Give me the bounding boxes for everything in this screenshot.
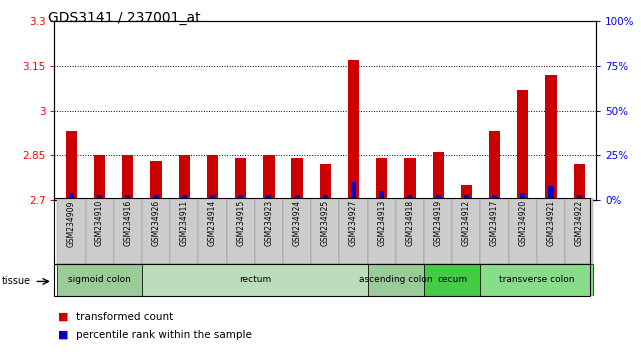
Bar (351, 182, 356, 200)
Bar (113, 198, 142, 264)
Bar (181, 195, 187, 200)
Bar (433, 152, 444, 200)
Bar (379, 191, 384, 200)
Bar (57, 198, 85, 264)
Text: transformed count: transformed count (76, 312, 173, 322)
Bar (142, 198, 170, 264)
Bar (85, 198, 113, 264)
Bar (283, 198, 311, 264)
Text: GSM234911: GSM234911 (179, 200, 188, 246)
Bar (368, 198, 396, 264)
Bar (292, 158, 303, 200)
Bar (254, 198, 283, 264)
Bar (436, 195, 441, 200)
Bar (549, 186, 554, 200)
Bar (267, 195, 271, 200)
Bar (492, 195, 497, 200)
Text: GSM234927: GSM234927 (349, 200, 358, 246)
Text: GSM234917: GSM234917 (490, 200, 499, 246)
Text: GSM234925: GSM234925 (320, 200, 330, 246)
Text: GSM234923: GSM234923 (264, 200, 273, 246)
Bar (295, 195, 299, 200)
Text: percentile rank within the sample: percentile rank within the sample (76, 330, 251, 339)
Bar (424, 264, 481, 296)
Text: GSM234919: GSM234919 (434, 200, 443, 246)
Bar (198, 198, 226, 264)
Bar (226, 198, 254, 264)
Text: sigmoid colon: sigmoid colon (68, 275, 131, 284)
Bar (94, 155, 105, 200)
Bar (481, 264, 594, 296)
Text: ascending colon: ascending colon (359, 275, 433, 284)
Bar (577, 195, 582, 200)
Text: rectum: rectum (238, 275, 271, 284)
Bar (481, 198, 509, 264)
Bar (424, 198, 453, 264)
Bar (97, 195, 102, 200)
Text: GSM234922: GSM234922 (575, 200, 584, 246)
Text: cecum: cecum (437, 275, 467, 284)
Bar (348, 60, 359, 200)
Text: GDS3141 / 237001_at: GDS3141 / 237001_at (48, 11, 201, 25)
Bar (170, 198, 198, 264)
Text: ■: ■ (58, 330, 68, 339)
Bar (489, 131, 500, 200)
Bar (517, 90, 528, 200)
Bar (323, 195, 328, 200)
Text: GSM234913: GSM234913 (378, 200, 387, 246)
Bar (207, 155, 218, 200)
Text: GSM234926: GSM234926 (151, 200, 160, 246)
Bar (66, 131, 77, 200)
Text: GSM234909: GSM234909 (67, 200, 76, 247)
Bar (464, 195, 469, 200)
Bar (151, 161, 162, 200)
Bar (376, 158, 387, 200)
Bar (565, 198, 594, 264)
Bar (537, 198, 565, 264)
Bar (545, 75, 556, 200)
Bar (238, 195, 243, 200)
Bar (179, 155, 190, 200)
Text: GSM234912: GSM234912 (462, 200, 471, 246)
Text: GSM234915: GSM234915 (236, 200, 245, 246)
Bar (408, 195, 412, 200)
Bar (461, 185, 472, 200)
Bar (404, 158, 415, 200)
Bar (210, 195, 215, 200)
Text: GSM234918: GSM234918 (406, 200, 415, 246)
Bar (396, 198, 424, 264)
Bar (509, 198, 537, 264)
Bar (453, 198, 481, 264)
Bar (368, 264, 424, 296)
Text: GSM234916: GSM234916 (123, 200, 132, 246)
Bar (142, 264, 368, 296)
Text: transverse colon: transverse colon (499, 275, 574, 284)
Bar (263, 155, 274, 200)
Text: tissue: tissue (2, 276, 31, 286)
Bar (122, 155, 133, 200)
Bar (340, 198, 368, 264)
Bar (125, 195, 130, 200)
Text: GSM234921: GSM234921 (547, 200, 556, 246)
Bar (320, 164, 331, 200)
Text: GSM234914: GSM234914 (208, 200, 217, 246)
Bar (574, 164, 585, 200)
Bar (153, 195, 158, 200)
Bar (57, 264, 142, 296)
Text: ■: ■ (58, 312, 68, 322)
Text: GSM234910: GSM234910 (95, 200, 104, 246)
Bar (69, 193, 74, 200)
Text: GSM234920: GSM234920 (519, 200, 528, 246)
Bar (520, 193, 526, 200)
Bar (311, 198, 340, 264)
Bar (235, 158, 246, 200)
Text: GSM234924: GSM234924 (292, 200, 302, 246)
